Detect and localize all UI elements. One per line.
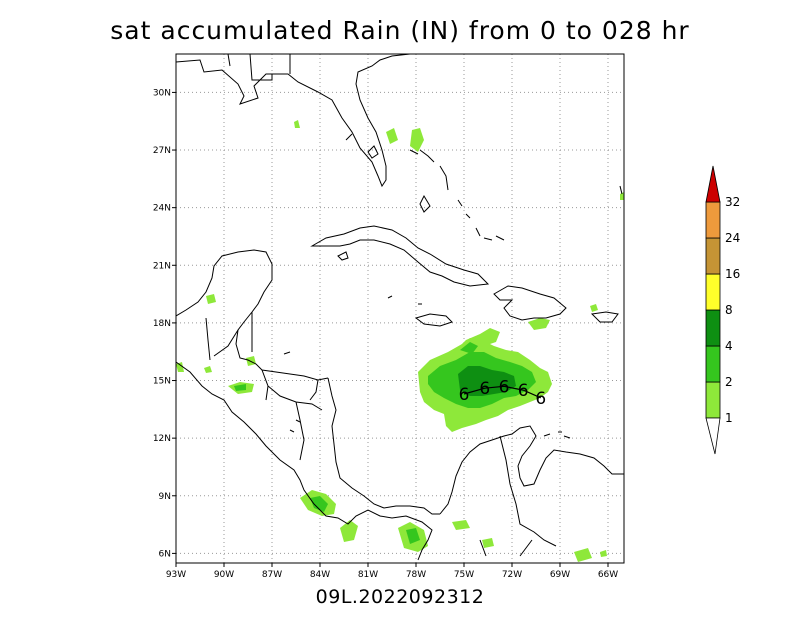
- rain-area-yucatan: [206, 294, 216, 304]
- rain-area-guatemala: [176, 362, 184, 372]
- colorbar-segment: [705, 201, 721, 239]
- lon-tick-label: 72W: [502, 570, 522, 580]
- plot-frame: [175, 53, 625, 564]
- lon-tick-label: 66W: [598, 570, 618, 580]
- rain-area-colombia-b: [482, 538, 494, 548]
- rain-area-colombia: [452, 520, 470, 530]
- coast-fl-west: [345, 133, 419, 155]
- lat-tick-label: 21N: [153, 261, 171, 271]
- coast-fl-lake: [367, 145, 379, 159]
- colorbar-segment: [705, 381, 721, 419]
- lon-tick-label: 87W: [262, 570, 282, 580]
- coast-isle-youth: [337, 251, 349, 261]
- coast-aruba: [543, 431, 571, 439]
- coast-mexico: [176, 249, 329, 381]
- lon-tick-label: 78W: [406, 570, 426, 580]
- storm-track-line: [463, 385, 542, 399]
- lon-tick-labels: 93W 90W 87W 84W 81W 78W 75W 72W 69W 66W: [166, 563, 618, 580]
- storm-position-marker: 6: [459, 385, 470, 405]
- lon-tick-label: 93W: [166, 570, 186, 580]
- lat-tick-label: 27N: [153, 146, 171, 156]
- lon-tick-label: 84W: [310, 570, 330, 580]
- storm-position-marker: 6: [518, 381, 529, 401]
- storm-id-label: 09L.2022092312: [315, 586, 485, 608]
- lat-tick-label: 6N: [159, 549, 171, 559]
- coast-us-gulf: [176, 54, 411, 188]
- storm-position-marker: 6: [499, 377, 510, 397]
- coast-jamaica: [414, 313, 453, 327]
- coast-central-carib: [327, 377, 440, 515]
- colorbar-segment: [705, 345, 721, 383]
- coast-bahamas-b: [439, 165, 449, 191]
- rain-area-nw: [294, 120, 300, 128]
- colorbar-bottom-arrow: [705, 417, 721, 455]
- rain-area-bahamas: [410, 128, 424, 152]
- coast-bahamas-d: [457, 199, 505, 241]
- colorbar-level-label: 2: [725, 375, 733, 389]
- colorbar-level-label: 24: [725, 231, 740, 245]
- colorbar-level-label: 32: [725, 195, 740, 209]
- rain-area-venezuela: [574, 548, 592, 562]
- rain-field: [176, 120, 624, 562]
- coast-cuba: [310, 225, 490, 287]
- colorbar-level-label: 1: [725, 411, 733, 425]
- coast-us-inland: [227, 54, 291, 81]
- colorbar-level-label: 4: [725, 339, 733, 353]
- coast-hispaniola: [493, 285, 567, 321]
- storm-position-marker: 6: [535, 389, 546, 409]
- lon-tick-label: 81W: [358, 570, 378, 580]
- colorbar-level-label: 16: [725, 267, 740, 281]
- lat-tick-label: 12N: [153, 434, 171, 444]
- rain-area-storm-core: [458, 366, 516, 396]
- coast-south-am: [439, 425, 624, 515]
- rain-area-costa-rica-core: [310, 496, 328, 512]
- storm-position-marker: 6: [479, 379, 490, 399]
- lat-tick-label: 15N: [153, 377, 171, 387]
- rain-area-florida: [386, 128, 398, 144]
- rain-area-hispaniola: [528, 318, 550, 330]
- coast-south-am-inland: [479, 435, 557, 557]
- colorbar-segment: [705, 237, 721, 275]
- rain-area-honduras-core: [234, 384, 246, 391]
- rain-area-pr: [590, 304, 598, 312]
- lat-tick-label: 24N: [153, 204, 171, 214]
- coast-central-pacific: [176, 361, 433, 561]
- rain-area-panama-core: [406, 528, 420, 544]
- rain-area-nw-tail: [460, 342, 478, 354]
- rain-area-gtm2: [204, 366, 212, 373]
- lon-tick-label: 75W: [454, 570, 474, 580]
- lat-tick-labels: 6N 9N 12N 15N 18N 21N 24N 27N 30N: [153, 88, 176, 559]
- colorbar-top-arrow: [705, 165, 721, 203]
- lat-tick-label: 30N: [153, 88, 171, 98]
- coast-honduras-isl: [283, 351, 301, 433]
- coast-cayman: [387, 295, 422, 305]
- coast-antilles: [619, 185, 623, 195]
- lat-tick-label: 18N: [153, 319, 171, 329]
- coast-pr: [590, 311, 619, 323]
- rain-area-panama-a: [340, 520, 358, 542]
- coast-bahamas-c: [419, 194, 431, 213]
- lat-tick-label: 9N: [159, 492, 171, 502]
- rain-area-atl: [620, 192, 624, 200]
- coast-bahamas-a: [419, 149, 435, 163]
- lon-tick-label: 69W: [550, 570, 570, 580]
- coastlines: [176, 54, 624, 561]
- coast-central-inland: [205, 312, 323, 461]
- colorbar-segment: [705, 309, 721, 347]
- colorbar-segment: [705, 273, 721, 311]
- colorbar-level-label: 8: [725, 303, 733, 317]
- rain-area-ven-b: [600, 550, 607, 557]
- chart-title: sat accumulated Rain (IN) from 0 to 028 …: [110, 16, 690, 45]
- grid-lines: [176, 54, 624, 563]
- lon-tick-label: 90W: [214, 570, 234, 580]
